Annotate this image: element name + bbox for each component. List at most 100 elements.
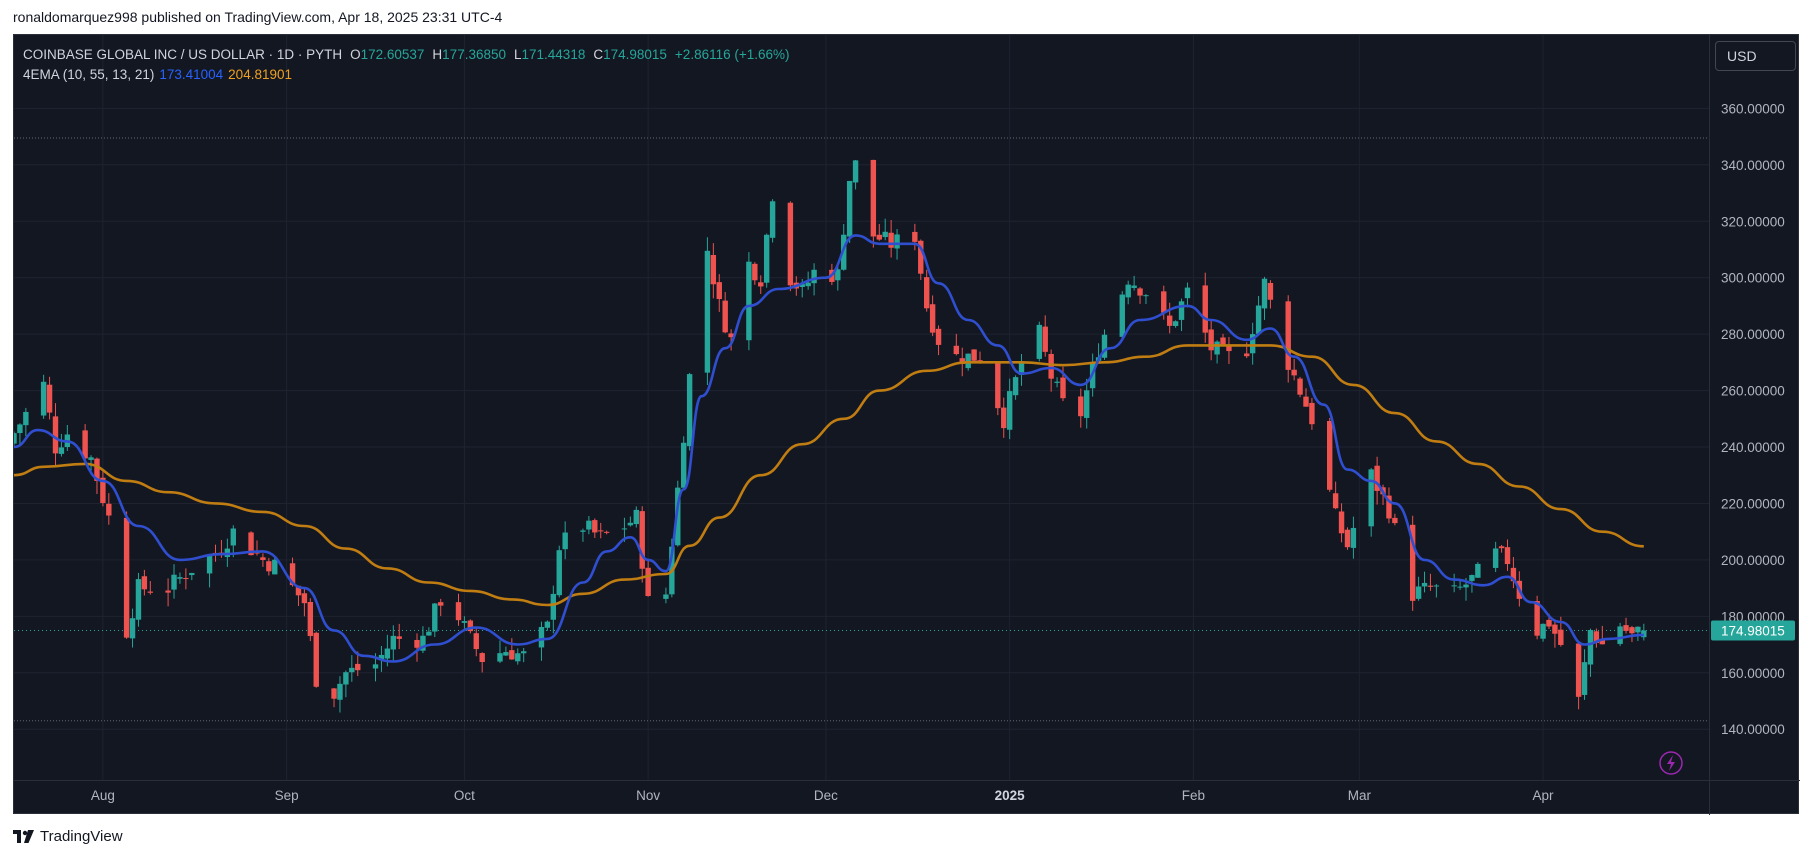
- candle-body: [1457, 586, 1463, 588]
- candle-body: [1244, 353, 1250, 357]
- candle: [272, 557, 278, 575]
- candle-body: [1226, 346, 1232, 352]
- candle: [165, 578, 171, 607]
- candle-body: [165, 590, 171, 593]
- candle-body: [1078, 396, 1084, 417]
- candle-body: [882, 231, 888, 238]
- candle: [912, 223, 918, 251]
- candle-body: [82, 430, 88, 459]
- price-chart[interactable]: 140.00000160.00000180.00000200.00000220.…: [14, 35, 1800, 815]
- candle: [183, 568, 189, 590]
- candle: [953, 333, 960, 356]
- candle-body: [1433, 585, 1440, 587]
- low-label: L: [514, 47, 522, 62]
- candle-body: [1202, 285, 1208, 333]
- candle: [603, 530, 610, 535]
- candle: [995, 361, 1001, 416]
- candle-body: [752, 263, 758, 281]
- y-tick-label: 320.00000: [1721, 214, 1785, 229]
- candle: [1001, 397, 1007, 438]
- candle-body: [17, 424, 23, 434]
- candle-body: [1463, 584, 1469, 588]
- candle: [1267, 280, 1274, 309]
- candle-body: [1587, 630, 1594, 665]
- candle: [177, 572, 183, 584]
- candle: [46, 376, 53, 420]
- candle: [337, 676, 343, 713]
- candle-body: [1178, 301, 1185, 320]
- candle-body: [799, 284, 805, 287]
- candle: [681, 436, 687, 488]
- candle-body: [1161, 291, 1167, 313]
- candle-body: [852, 160, 859, 183]
- candle: [1427, 573, 1434, 591]
- candle: [503, 646, 509, 656]
- candle: [58, 433, 65, 457]
- candle-body: [1451, 585, 1457, 587]
- candle: [580, 528, 586, 542]
- candle-body: [1267, 282, 1274, 300]
- candle: [1255, 295, 1262, 336]
- candle: [1599, 625, 1606, 645]
- change-value: +2.86116 (+1.66%): [674, 47, 790, 62]
- candle: [639, 506, 645, 583]
- candle-body: [633, 509, 639, 525]
- candle: [206, 554, 213, 588]
- candle-body: [52, 416, 59, 454]
- candle-body: [497, 653, 503, 662]
- candle: [123, 511, 130, 639]
- candle-body: [995, 362, 1001, 409]
- candle: [313, 631, 319, 688]
- candle: [1303, 388, 1309, 407]
- candle-body: [912, 231, 918, 242]
- candle-body: [1018, 362, 1025, 375]
- candle-body: [971, 349, 977, 361]
- symbol-title[interactable]: COINBASE GLOBAL INC / US DOLLAR · 1D · P…: [23, 47, 343, 62]
- grid: [14, 35, 1709, 780]
- candle-body: [935, 328, 942, 345]
- candle-body: [1326, 421, 1333, 490]
- candle-body: [1368, 469, 1374, 527]
- candle: [1368, 467, 1374, 537]
- candle-body: [1623, 625, 1629, 631]
- candle: [171, 564, 177, 599]
- candle-body: [1119, 294, 1125, 337]
- candle: [704, 237, 711, 385]
- chart-panel[interactable]: 140.00000 160.00000 180.00000 200.00000 220.…: [13, 34, 1800, 815]
- last-price-label: 174.98015: [1721, 623, 1785, 638]
- candle: [923, 269, 930, 312]
- candle-body: [1534, 601, 1540, 636]
- candle: [1125, 280, 1131, 305]
- lightning-icon[interactable]: [1659, 751, 1683, 775]
- candle-body: [811, 269, 817, 284]
- candle: [846, 180, 853, 243]
- candle: [432, 602, 438, 638]
- candle: [1575, 642, 1582, 710]
- ema-fast-value: 173.41004: [159, 67, 224, 82]
- currency-button[interactable]: USD: [1715, 41, 1796, 71]
- tradingview-logo-icon: [13, 830, 34, 843]
- candle: [882, 218, 888, 241]
- candle-body: [1475, 563, 1481, 578]
- candle-body: [1220, 337, 1226, 345]
- candle-body: [313, 632, 319, 687]
- x-tick-label: Oct: [454, 788, 475, 803]
- candle: [1172, 320, 1179, 328]
- tradingview-brand[interactable]: TradingView: [13, 828, 123, 845]
- candle-body: [1492, 548, 1499, 568]
- candle: [1510, 557, 1517, 589]
- indicator-title[interactable]: 4EMA (10, 55, 13, 21): [23, 67, 155, 82]
- candle: [1297, 376, 1303, 398]
- candle-body: [520, 651, 527, 654]
- candle-body: [580, 530, 586, 532]
- candle-body: [46, 384, 53, 413]
- candle: [509, 638, 515, 660]
- candle-body: [1166, 315, 1173, 326]
- candle-body: [746, 261, 752, 341]
- candle-body: [1599, 639, 1606, 645]
- candle-body: [1143, 295, 1149, 297]
- candle-body: [965, 353, 971, 369]
- candle-body: [1208, 329, 1214, 351]
- candle-body: [135, 579, 142, 620]
- candle-body: [509, 650, 515, 660]
